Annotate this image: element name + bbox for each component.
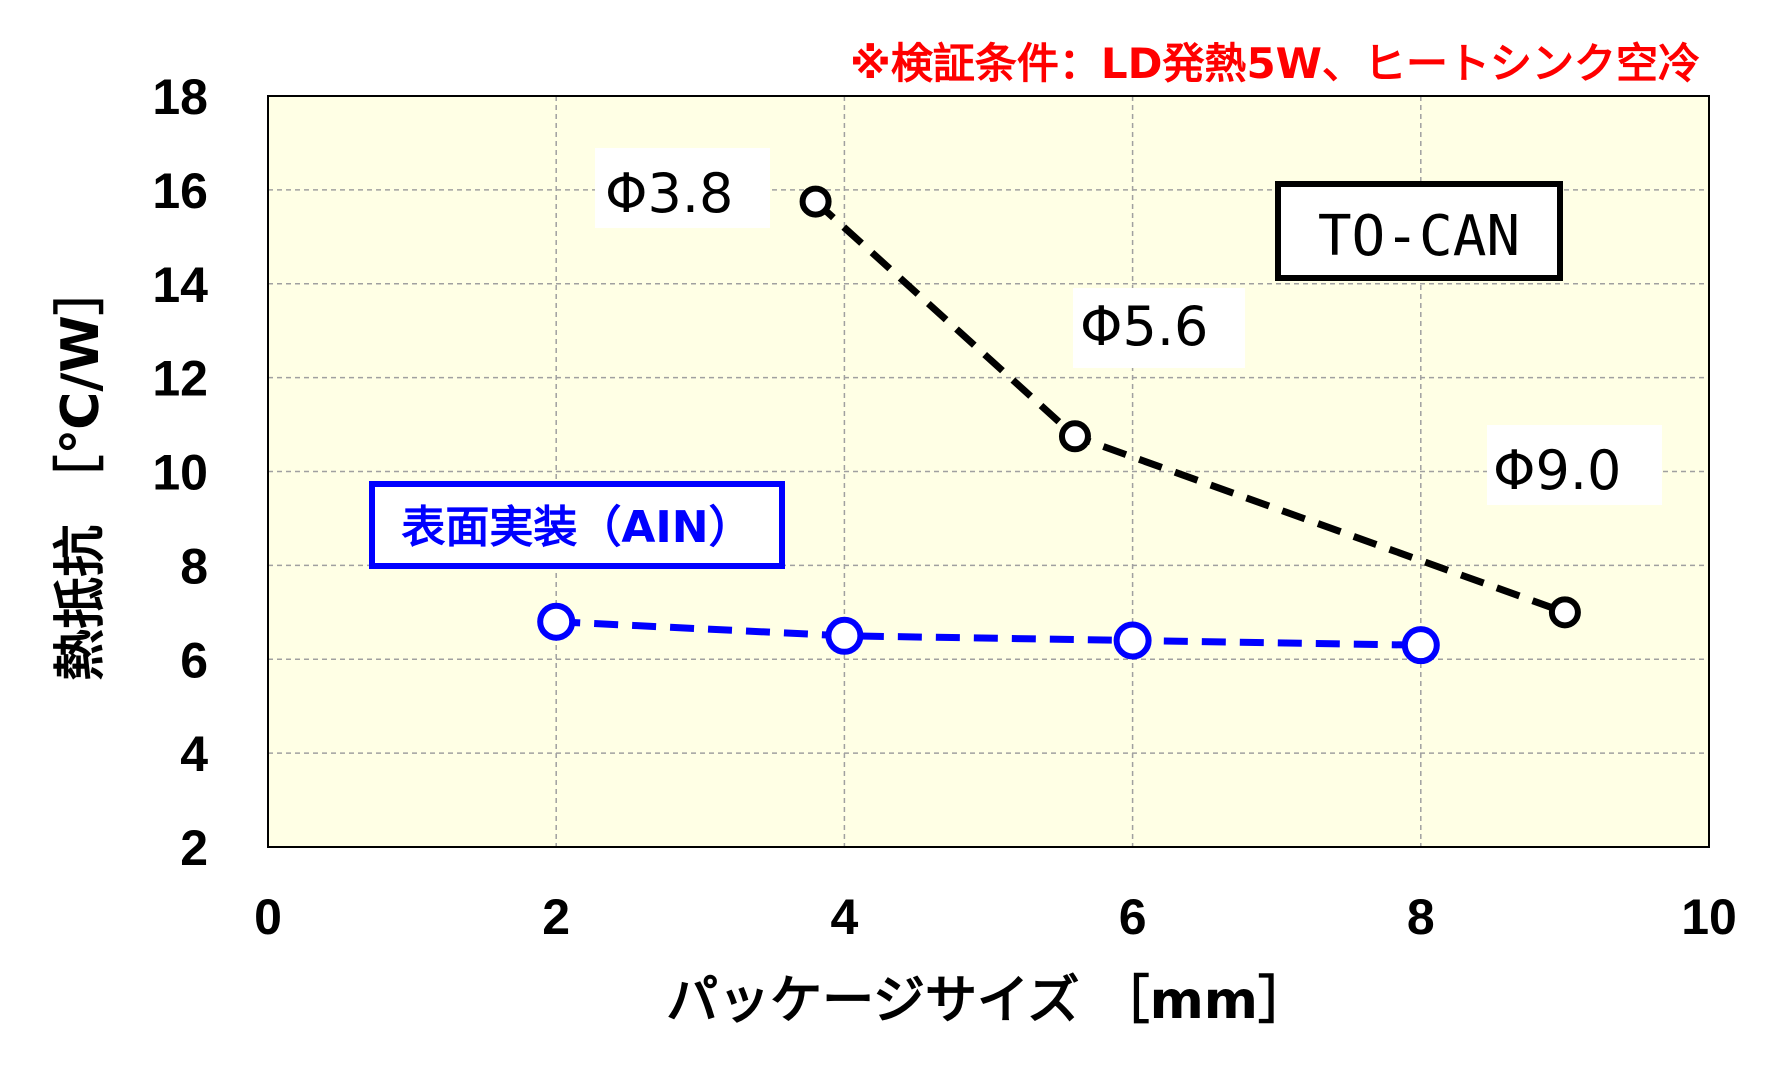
y-tick-labels: 2 4 6 8 10 12 14 16 18 [152, 69, 208, 876]
x-tick-labels: 0 2 4 6 8 10 [254, 889, 1737, 945]
series-points [537, 185, 1581, 665]
series-0-point-1 [1058, 420, 1091, 453]
y-tick-label: 6 [180, 632, 208, 688]
x-tick-label: 6 [1119, 889, 1147, 945]
point-label-5-6: Φ5.6 [1080, 295, 1208, 358]
annotation-condition-text: ※検証条件：LD発熱5W、ヒートシンク空冷 [850, 39, 1700, 88]
series-0-point-2 [1548, 596, 1581, 629]
y-tick-label: 8 [180, 538, 208, 594]
legend-to-can-label: TO-CAN [1318, 204, 1520, 269]
series-1-point-2 [1113, 621, 1152, 660]
legend-box-surface-mount: 表面実装（AIN） [369, 481, 785, 569]
annotation-condition: ※検証条件：LD発熱5W、ヒートシンク空冷 [850, 39, 1700, 88]
x-tick-label: 8 [1407, 889, 1435, 945]
series-line-1 [556, 618, 1421, 649]
series-1-point-0 [537, 602, 576, 641]
y-tick-label: 14 [152, 257, 208, 313]
y-tick-label: 16 [152, 163, 208, 219]
x-tick-label: 10 [1681, 889, 1737, 945]
legend-surface-mount-label: 表面実装（AIN） [401, 502, 752, 553]
point-label-9-0: Φ9.0 [1493, 439, 1621, 502]
plot-frame [267, 95, 1710, 848]
y-tick-label: 10 [152, 445, 208, 501]
y-tick-label: 18 [152, 69, 208, 125]
label-bg [1073, 288, 1245, 368]
x-tick-label: 0 [254, 889, 282, 945]
series-0-point-0 [799, 185, 832, 218]
x-axis-title: パッケージサイズ ［mm］ [666, 971, 1310, 1031]
x-tick-label: 2 [542, 889, 570, 945]
y-tick-label: 4 [180, 726, 208, 782]
y-tick-label: 2 [180, 820, 208, 876]
y-tick-label: 12 [152, 351, 208, 407]
y-axis-title: 熱抵抗 ［℃/W］ [51, 263, 111, 680]
x-tick-label: 4 [830, 889, 858, 945]
point-labels: Φ3.8 Φ5.6 Φ9.0 [595, 148, 1662, 505]
point-label-3-8: Φ3.8 [605, 162, 733, 225]
label-bg [1487, 425, 1662, 505]
series-1-point-3 [1401, 626, 1440, 665]
series-1-point-1 [825, 616, 864, 655]
legend-box-to-can: TO-CAN [1275, 181, 1563, 281]
label-bg [595, 148, 770, 228]
